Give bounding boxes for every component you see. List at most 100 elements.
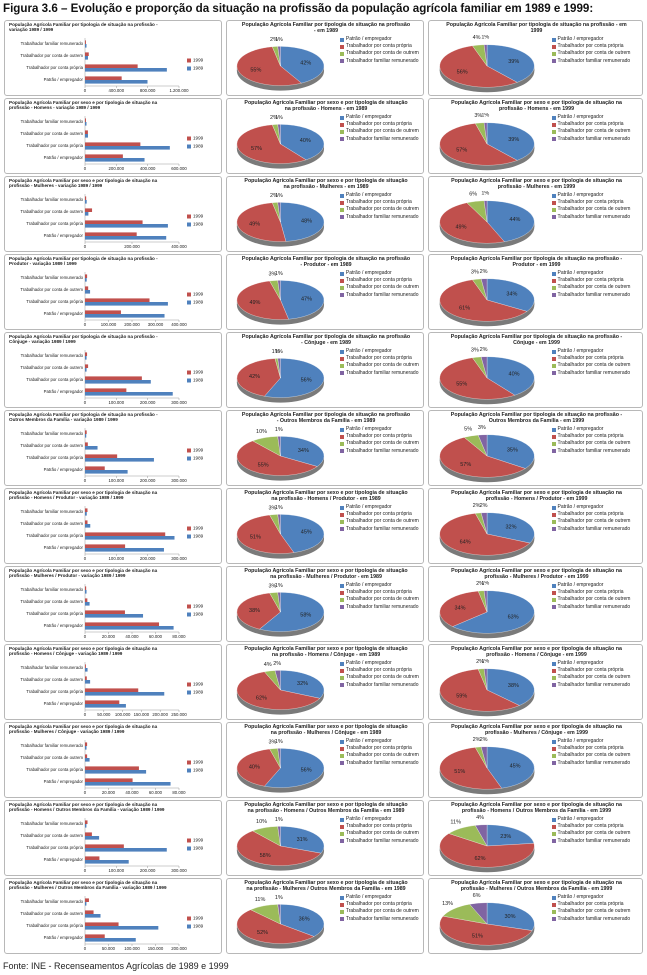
- pie-slice: [439, 916, 533, 946]
- bar: [85, 380, 151, 384]
- bar: [85, 536, 175, 540]
- pie-chart: População Agrícola Familiar por sexo e p…: [428, 722, 643, 798]
- legend-entry: Trabalhador por conta de outrem: [339, 753, 421, 759]
- x-tick-label: 0: [84, 88, 87, 93]
- legend-swatch: [551, 746, 556, 751]
- plot: Trabalhador familiar remunerado Trabalhad…: [20, 194, 204, 249]
- legend-swatch: [551, 590, 556, 595]
- legend-swatch: [339, 356, 344, 361]
- legend-entry: Patrão / empregador: [551, 816, 640, 823]
- pie-slice: [439, 279, 528, 322]
- legend-swatch: [551, 917, 556, 922]
- x-tick-label: 0: [84, 556, 87, 561]
- bar: [85, 466, 105, 470]
- legend-swatch: [187, 378, 191, 383]
- legend-label: Trabalhador por conta própria: [557, 511, 624, 518]
- legend-label: Patrão / empregador: [557, 582, 604, 588]
- data-label: 1%: [275, 895, 283, 901]
- pie-slice: [469, 902, 488, 925]
- bar: [85, 700, 120, 704]
- data-label: 42%: [300, 61, 311, 67]
- plot: Trabalhador familiar remunerado Trabalhad…: [20, 818, 204, 873]
- bar: [85, 376, 142, 380]
- legend-entry: Trabalhador por conta de outrem: [551, 363, 640, 369]
- legend-swatch: [187, 144, 191, 149]
- plot: 47% 49% 3%1%: [236, 271, 325, 325]
- legend-label: Trabalhador por conta de outrem: [557, 596, 631, 603]
- legend-swatch: [339, 51, 344, 56]
- bar: [85, 364, 89, 368]
- legend: Patrão / empregador Trabalhador por conta…: [339, 894, 421, 924]
- legend-swatch: [551, 207, 556, 212]
- plot: 39% 56% 4% 1%: [439, 35, 535, 93]
- legend-entry: Trabalhador familiar remunerado: [339, 838, 421, 845]
- bar: [85, 742, 88, 746]
- pie-chart: População Agrícola Familiar por sexo e p…: [226, 176, 424, 252]
- x-tick-label: 0: [84, 868, 87, 873]
- x-tick-label: 0: [84, 790, 87, 795]
- legend-label: Patrão / empregador: [345, 582, 392, 588]
- legend-label: Trabalhador por conta própria: [557, 121, 624, 128]
- legend-label: Trabalhador por conta de outrem: [557, 830, 631, 837]
- data-label: 1%: [275, 193, 283, 199]
- legend: Patrão / empregador Trabalhador por conta…: [339, 816, 421, 846]
- legend-swatch: [551, 449, 556, 454]
- legend-entry: Patrão / empregador: [551, 582, 640, 589]
- pie-slice: [236, 514, 295, 554]
- chart-title: População Agrícola Familiar por sexo e p…: [9, 490, 158, 501]
- bar-chart: População Agrícola Familiar por tipologi…: [4, 254, 222, 330]
- legend-entry: Trabalhador por conta de outrem: [551, 207, 640, 213]
- legend-swatch: [187, 136, 191, 141]
- legend-swatch: [551, 527, 556, 532]
- legend-entry: Trabalhador familiar remunerado: [339, 526, 421, 533]
- legend-label: Patrão / empregador: [557, 114, 604, 120]
- x-tick-label: 60.000: [149, 790, 163, 795]
- legend-swatch: [339, 739, 344, 744]
- legend-label: Trabalhador familiar remunerado: [557, 135, 631, 142]
- pie-slice: [486, 902, 535, 931]
- x-tick-label: 100.000: [109, 478, 125, 483]
- legend-label: Trabalhador familiar remunerado: [345, 915, 419, 922]
- plot: 48% 49% 2%1%: [236, 193, 325, 247]
- pie-slice: [277, 592, 281, 613]
- plot: Trabalhador familiar remunerado Trabalhad…: [20, 662, 204, 717]
- plot: 35% 57% 5% 3%: [439, 425, 535, 483]
- bar: [85, 446, 98, 450]
- data-label: 4%: [264, 662, 272, 668]
- pie-chart: População Agrícola Familiar por sexo e p…: [428, 878, 643, 954]
- pie-chart: População Agrícola Familiar por sexo e p…: [428, 488, 643, 564]
- data-label: 1%: [275, 739, 283, 745]
- legend-entry: Trabalhador por conta própria: [551, 746, 640, 752]
- chart-title: População Agrícola Familiar por tipologi…: [9, 412, 158, 423]
- y-tick-label: Trabalhador familiar remunerado: [21, 41, 84, 46]
- y-tick-label: Patrão / empregador: [44, 701, 84, 706]
- pie-chart: População Agrícola Familiar por tipologi…: [226, 20, 424, 96]
- bar: [85, 314, 165, 318]
- plot: 56%42%1%1%: [236, 349, 325, 403]
- legend-label: Trabalhador por conta própria: [557, 277, 624, 284]
- legend-swatch: [551, 505, 556, 510]
- data-label: 2%: [270, 37, 278, 43]
- legend-entry: Trabalhador familiar remunerado: [551, 448, 640, 455]
- legend-entry: Trabalhador por conta de outrem: [339, 129, 421, 135]
- legend-swatch: [187, 222, 191, 227]
- legend-label: 1989: [193, 300, 204, 305]
- pie-slice: [236, 124, 307, 164]
- legend-label: 1999: [193, 760, 204, 765]
- plot: Trabalhador familiar remunerado Trabalhad…: [20, 116, 204, 171]
- bar: [85, 458, 154, 462]
- data-label: 59%: [456, 693, 467, 699]
- legend-entry: Patrão / empregador: [339, 114, 421, 121]
- x-tick-label: 0: [84, 712, 87, 717]
- data-label: 3%: [268, 505, 276, 511]
- bar: [85, 44, 87, 48]
- y-tick-label: Trabalhador por conta de outrem: [20, 365, 83, 370]
- legend-entry: Patrão / empregador: [551, 504, 640, 511]
- legend-swatch: [339, 271, 344, 276]
- bar: [85, 232, 137, 236]
- legend-entry: Trabalhador por conta própria: [551, 356, 640, 362]
- figure-title: Figura 3.6 – Evolução e proporção da sit…: [3, 2, 594, 15]
- legend-label: 1999: [193, 214, 204, 219]
- data-label: 34%: [298, 448, 309, 454]
- legend-swatch: [187, 916, 191, 921]
